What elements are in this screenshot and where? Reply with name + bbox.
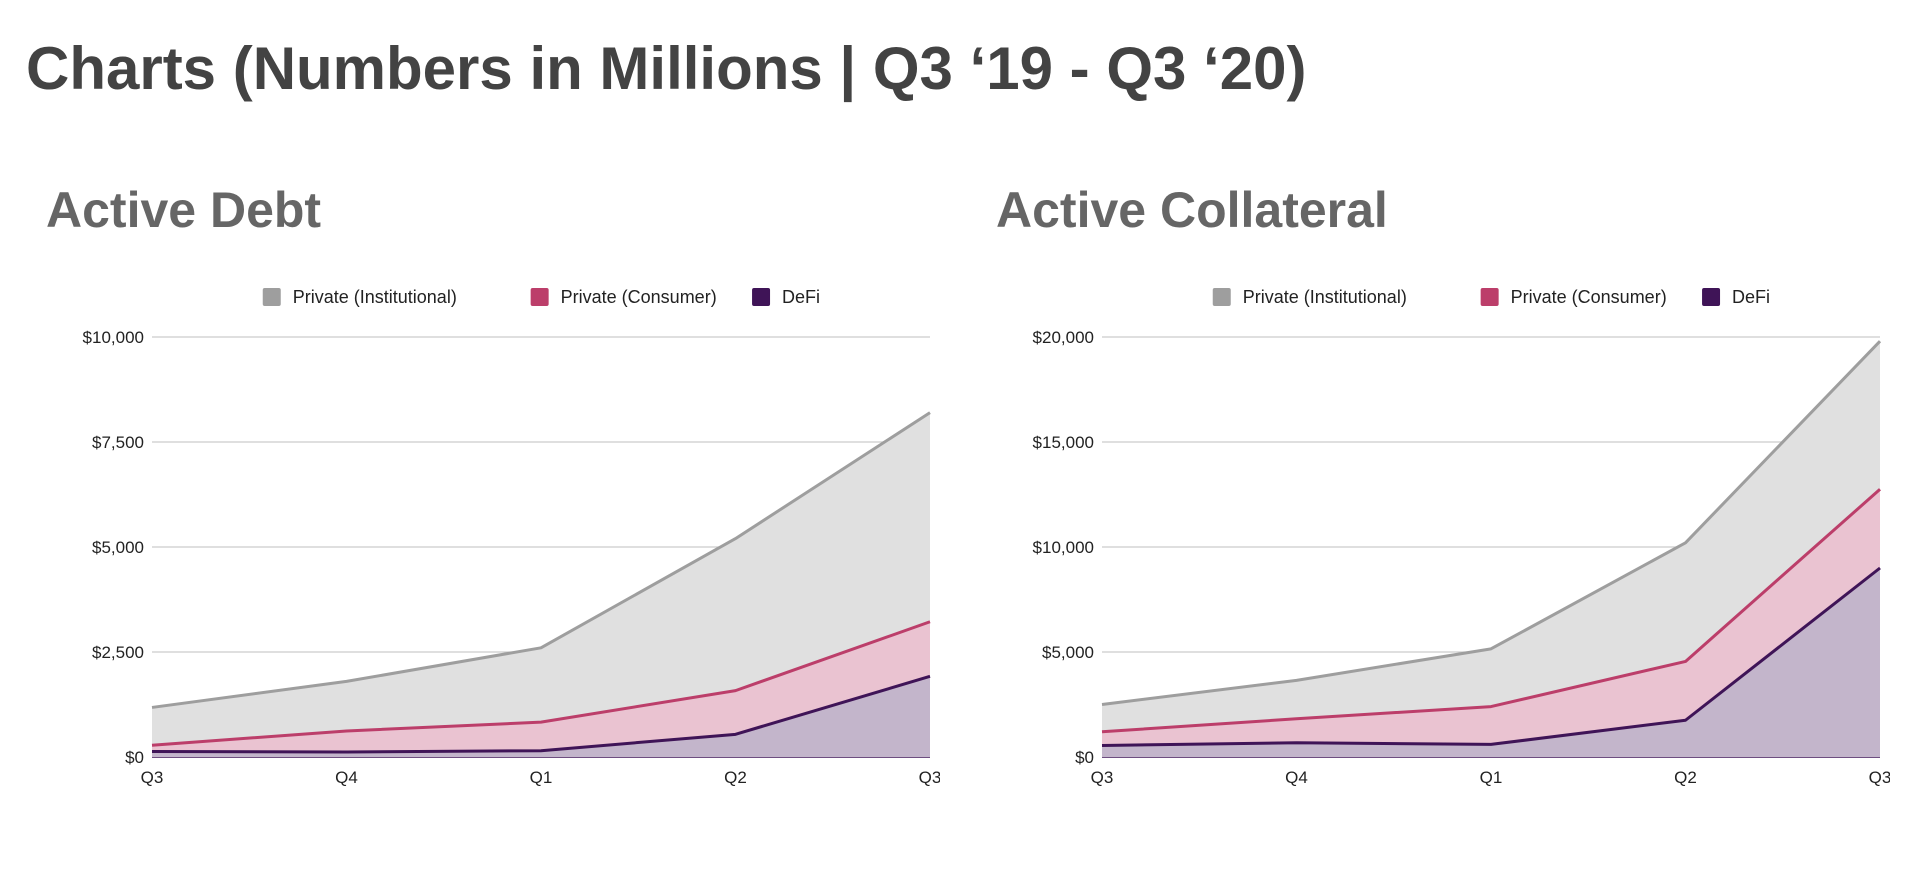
x-tick-label: Q4 (1285, 768, 1308, 787)
x-tick-label: Q2 (1674, 768, 1697, 787)
legend-label: Private (Institutional) (1243, 287, 1407, 307)
y-tick-label: $2,500 (92, 643, 144, 662)
y-tick-label: $10,000 (83, 328, 144, 347)
y-tick-label: $5,000 (1042, 643, 1094, 662)
legend-label: DeFi (1732, 287, 1770, 307)
legend-item-private-consumer: Private (Consumer) (1480, 287, 1667, 307)
legend-swatch (1702, 288, 1721, 306)
y-tick-label: $10,000 (1033, 538, 1094, 557)
x-tick-label: Q3 (141, 768, 164, 787)
legend-item-private-consumer: Private (Consumer) (530, 287, 717, 307)
y-tick-label: $0 (1075, 748, 1094, 767)
legend-label: Private (Consumer) (1511, 287, 1667, 307)
legend: Private (Institutional) Private (Consumer… (1212, 287, 1770, 307)
legend-swatch (752, 288, 771, 306)
legend-item-private-institutional: Private (Institutional) (262, 287, 457, 307)
active-debt-chart: $0 $2,500 $5,000 $7,500 $10,000 Q3 Q4 Q1 Q2 Q3 Pri… (83, 287, 940, 787)
chart-panel-active-debt: $0 $2,500 $5,000 $7,500 $10,000 Q3 Q4 Q1 Q2 Q3 Pri… (0, 170, 940, 810)
x-tick-label: Q3 (919, 768, 940, 787)
legend-item-defi: DeFi (1702, 287, 1770, 307)
x-tick-label: Q1 (530, 768, 553, 787)
x-tick-label: Q2 (724, 768, 747, 787)
y-tick-label: $5,000 (92, 538, 144, 557)
y-tick-label: $15,000 (1033, 433, 1094, 452)
x-tick-label: Q3 (1869, 768, 1890, 787)
y-tick-label: $20,000 (1033, 328, 1094, 347)
chart-title-active-collateral: Active Collateral (996, 182, 1388, 238)
legend-swatch (262, 288, 281, 306)
area-defi (152, 676, 930, 757)
area-private-consumer (152, 621, 930, 757)
legend-label: Private (Institutional) (293, 287, 457, 307)
x-tick-label: Q3 (1091, 768, 1114, 787)
legend-label: DeFi (782, 287, 820, 307)
area-private-institutional (1102, 341, 1880, 757)
chart-panel-active-collateral: $0 $5,000 $10,000 $15,000 $20,000 Q3 Q4 Q1 Q2 Q3 P… (950, 170, 1890, 810)
page-title: Charts (Numbers in Millions | Q3 ‘19 - Q… (26, 35, 1307, 102)
y-tick-label: $0 (125, 748, 144, 767)
active-collateral-chart: $0 $5,000 $10,000 $15,000 $20,000 Q3 Q4 Q1 Q2 Q3 P… (1033, 287, 1890, 787)
y-tick-label: $7,500 (92, 433, 144, 452)
legend-swatch (1480, 288, 1499, 306)
legend-label: Private (Consumer) (561, 287, 717, 307)
legend-swatch (1212, 288, 1231, 306)
legend: Private (Institutional) Private (Consumer… (262, 287, 820, 307)
area-defi (1102, 568, 1880, 757)
legend-item-private-institutional: Private (Institutional) (1212, 287, 1407, 307)
legend-item-defi: DeFi (752, 287, 820, 307)
x-tick-label: Q4 (335, 768, 358, 787)
area-private-consumer (1102, 489, 1880, 757)
area-private-institutional (152, 412, 930, 757)
x-tick-label: Q1 (1480, 768, 1503, 787)
chart-title-active-debt: Active Debt (46, 182, 322, 238)
legend-swatch (530, 288, 549, 306)
